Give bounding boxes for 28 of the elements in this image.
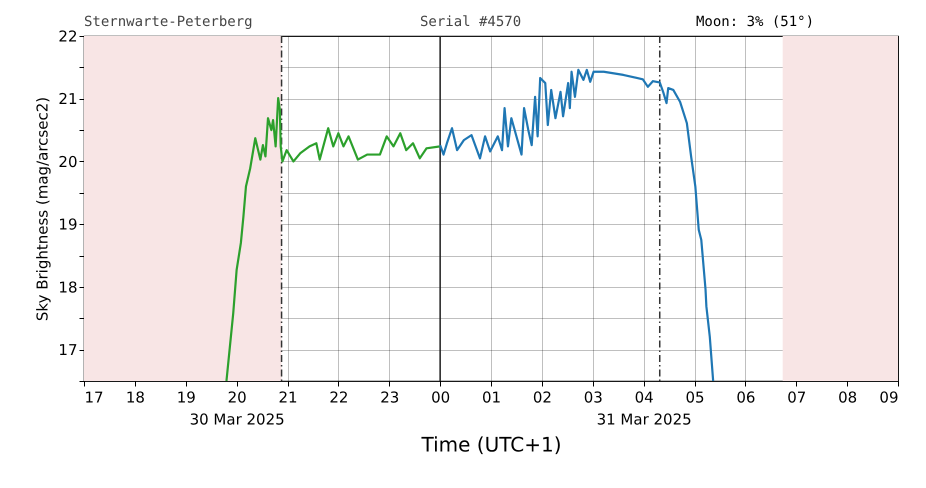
x-tick-label: 07 xyxy=(787,388,806,406)
text: Moon: 3% (51°) xyxy=(696,14,814,30)
y-tick-label: 20 xyxy=(58,152,78,171)
x-tick-label: 02 xyxy=(532,388,552,406)
x-tick-label: 00 xyxy=(431,388,450,406)
x-tick-label: 22 xyxy=(329,388,348,406)
y-tick-label: 21 xyxy=(58,90,78,108)
line-series xyxy=(439,68,714,381)
y-tick-label: 19 xyxy=(58,216,78,234)
x-tick-label: 09 xyxy=(879,388,898,406)
y-axis-title: Sky Brightness (mag/arcsec2) xyxy=(33,96,52,322)
x-tick-label: 23 xyxy=(380,388,400,406)
x-tick-label: 19 xyxy=(176,388,196,406)
x-tick-label: 18 xyxy=(126,388,145,406)
line-series xyxy=(225,97,442,381)
x-tick-label: 01 xyxy=(482,388,502,406)
x-tick-label: 03 xyxy=(584,388,603,406)
x-axis-title: Time (UTC+1) xyxy=(420,432,562,456)
chart-title: Sternwarte-Peterberg xyxy=(84,14,253,30)
y-tick-label: 18 xyxy=(58,278,78,296)
y-tick-label: 22 xyxy=(58,28,78,46)
x-tick-label: 05 xyxy=(685,388,705,406)
chart-subtitle: Serial #4570 xyxy=(420,14,522,30)
y-tick-label: 17 xyxy=(58,341,78,360)
x-tick-label: 17 xyxy=(84,388,104,406)
x-tick-label: 21 xyxy=(278,388,298,406)
x-tick-label: 06 xyxy=(736,388,756,406)
x-tick-label: 08 xyxy=(838,388,858,406)
